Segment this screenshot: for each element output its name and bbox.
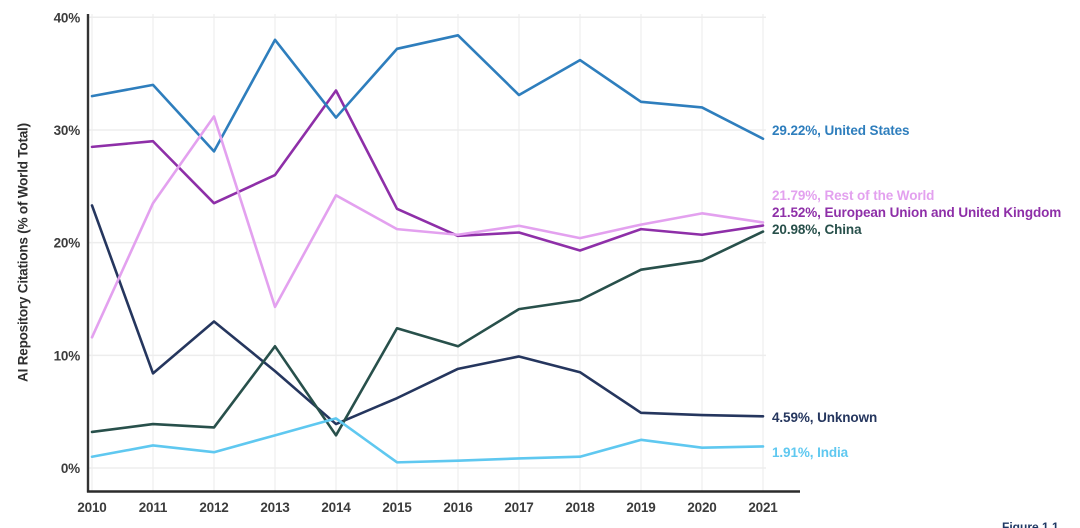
series-line-european-union-and-united-kingdom [90, 89, 765, 252]
x-tick-label: 2017 [504, 500, 533, 515]
x-tick-label: 2016 [443, 500, 473, 515]
series-line-rest-of-the-world [90, 115, 765, 339]
series-line-china [90, 230, 765, 437]
figure-caption-fragment: Figure 1.1 [1002, 520, 1059, 528]
x-tick-label: 2011 [139, 500, 168, 515]
y-tick-label: 0% [61, 461, 80, 476]
x-tick-label: 2020 [687, 500, 716, 515]
series-label-china: 20.98%, China [772, 222, 862, 237]
x-tick-label: 2014 [321, 500, 351, 515]
series-label-rest-of-the-world: 21.79%, Rest of the World [772, 188, 935, 203]
x-tick-label: 2019 [626, 500, 655, 515]
y-tick-label: 10% [54, 348, 81, 363]
series-label-european-union-and-united-kingdom: 21.52%, European Union and United Kingdo… [772, 205, 1062, 220]
x-tick-label: 2015 [382, 500, 412, 515]
y-tick-label: 40% [54, 10, 81, 25]
x-tick-label: 2018 [565, 500, 595, 515]
series-label-unknown: 4.59%, Unknown [772, 410, 878, 425]
x-tick-label: 2013 [260, 500, 290, 515]
series-label-united-states: 29.22%, United States [772, 123, 910, 138]
x-tick-label: 2012 [199, 500, 228, 515]
x-tick-label: 2010 [77, 500, 106, 515]
y-axis-title: AI Repository Citations (% of World Tota… [15, 123, 31, 382]
series-line-india [90, 417, 765, 464]
series-line-unknown [90, 204, 765, 426]
series-label-india: 1.91%, India [772, 445, 849, 460]
y-tick-label: 30% [54, 123, 81, 138]
y-tick-label: 20% [54, 236, 81, 251]
series-line-united-states [90, 34, 765, 153]
x-tick-label: 2021 [748, 500, 778, 515]
